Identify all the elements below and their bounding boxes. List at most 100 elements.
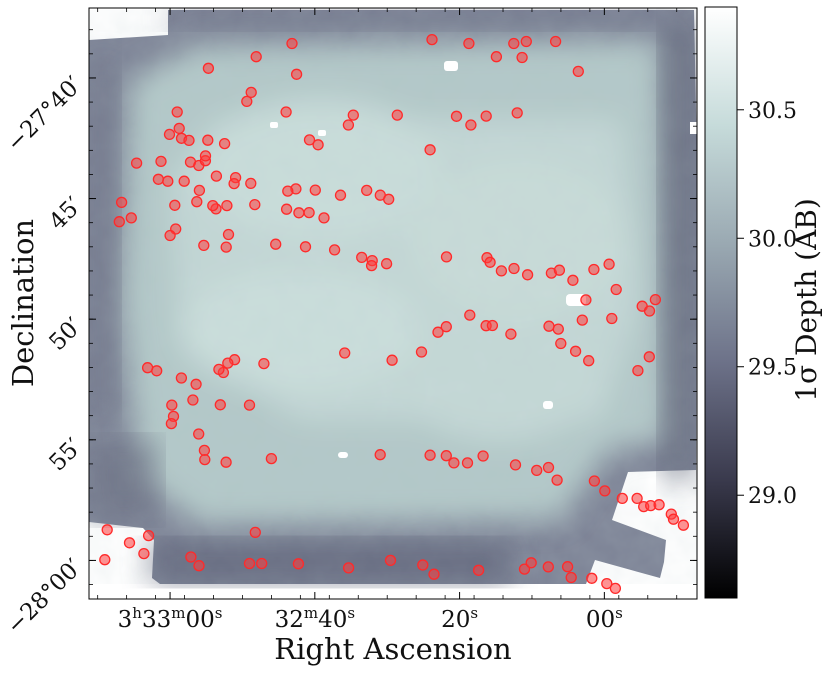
galaxy-marker	[249, 526, 261, 539]
galaxy-marker	[440, 251, 453, 263]
galaxy-marker	[213, 363, 225, 376]
galaxy-marker	[243, 399, 256, 411]
galaxy-marker	[202, 62, 215, 74]
galaxy-marker	[632, 364, 644, 377]
galaxy-marker	[576, 314, 588, 326]
galaxy-marker	[477, 450, 489, 462]
galaxy-marker	[463, 37, 475, 50]
galaxy-marker	[511, 107, 523, 119]
galaxy-marker	[384, 554, 397, 567]
galaxy-marker	[361, 184, 373, 197]
galaxy-marker	[580, 294, 592, 306]
galaxy-marker	[490, 51, 503, 63]
y-tick-label: 55′	[44, 434, 87, 477]
galaxy-marker	[303, 206, 315, 219]
galaxy-marker	[516, 51, 528, 64]
galaxy-marker	[165, 417, 178, 430]
galaxy-marker	[428, 568, 440, 580]
galaxy-marker	[173, 122, 185, 135]
galaxy-marker	[207, 199, 219, 212]
galaxy-marker	[383, 193, 395, 205]
galaxy-marker	[542, 461, 555, 474]
galaxy-marker	[222, 228, 235, 241]
galaxy-marker	[328, 244, 341, 256]
galaxy-marker	[424, 449, 436, 461]
colorbar-tick-label: 30.5	[748, 99, 797, 124]
galaxy-marker	[164, 229, 176, 242]
galaxy-marker	[567, 274, 579, 286]
galaxy-marker	[450, 110, 463, 122]
x-tick-label: 3h33m00s	[118, 604, 223, 633]
galaxy-marker	[228, 177, 240, 190]
galaxy-marker	[125, 212, 137, 224]
galaxy-marker	[222, 357, 234, 369]
galaxy-marker	[426, 33, 438, 46]
galaxy-marker	[569, 345, 582, 357]
galaxy-marker	[424, 144, 436, 156]
galaxy-marker	[380, 258, 393, 270]
galaxy-marker	[525, 557, 537, 569]
galaxy-marker	[520, 35, 532, 48]
galaxy-marker	[472, 564, 485, 576]
galaxy-marker	[606, 312, 618, 325]
galaxy-marker	[152, 173, 165, 185]
galaxy-marker	[290, 68, 303, 80]
galaxy-marker	[169, 199, 181, 211]
galaxy-marker	[115, 196, 128, 209]
galaxy-marker	[220, 241, 232, 253]
galaxy-marker	[508, 262, 520, 275]
galaxy-marker	[123, 537, 136, 549]
depth-map-texture	[89, 10, 697, 584]
galaxy-marker	[198, 444, 211, 457]
y-tick-label: −27°40′	[2, 72, 87, 157]
colorbar-gradient	[704, 6, 738, 599]
galaxy-marker	[270, 238, 282, 250]
galaxy-marker	[286, 37, 298, 50]
galaxy-marker	[193, 184, 206, 197]
colorbar: 29.0 29.5 30.0 30.5 1σ Depth (AB)	[704, 6, 823, 599]
galaxy-marker	[334, 189, 347, 201]
galaxy-marker	[586, 572, 598, 584]
galaxy-marker	[178, 175, 190, 187]
y-tick-label: 45′	[44, 192, 87, 235]
y-axis-label: Declination	[6, 219, 40, 387]
galaxy-marker	[347, 109, 359, 121]
galaxy-marker	[339, 347, 351, 359]
plot-frame	[88, 7, 698, 600]
galaxy-marker	[249, 198, 261, 211]
galaxy-marker	[653, 499, 665, 511]
galaxy-marker	[265, 452, 278, 465]
galaxy-marker	[588, 475, 601, 487]
galaxy-marker	[543, 320, 555, 332]
galaxy-marker	[603, 258, 615, 270]
galaxy-marker	[245, 177, 257, 190]
galaxy-marker	[509, 459, 522, 471]
galaxy-marker	[199, 453, 211, 466]
colorbar-label: 1σ Depth (AB)	[790, 198, 823, 402]
galaxy-marker	[280, 203, 293, 215]
galaxy-marker	[417, 559, 429, 571]
galaxy-marker	[495, 265, 508, 277]
galaxy-marker	[572, 65, 584, 78]
galaxy-marker	[552, 323, 564, 335]
y-tick-label: −28°00′	[2, 554, 87, 639]
galaxy-marker	[365, 259, 378, 272]
galaxy-marker	[667, 513, 680, 525]
galaxy-marker	[221, 199, 233, 212]
galaxy-marker	[440, 450, 452, 462]
galaxy-marker	[551, 474, 563, 486]
x-axis-label: Right Ascension	[274, 632, 511, 666]
galaxy-marker	[202, 134, 214, 146]
plot-area	[89, 8, 697, 599]
galaxy-marker	[480, 110, 492, 122]
galaxy-marker	[138, 547, 150, 560]
galaxy-marker	[256, 557, 268, 570]
depth-map-edge-shading	[89, 10, 697, 584]
galaxy-marker	[677, 519, 690, 531]
galaxy-marker	[616, 492, 628, 505]
galaxy-marker	[432, 326, 444, 338]
galaxy-marker	[610, 283, 622, 296]
galaxy-marker	[342, 119, 355, 131]
colorbar-ticks: 29.0 29.5 30.0 30.5	[737, 99, 797, 509]
galaxy-marker	[542, 561, 554, 573]
